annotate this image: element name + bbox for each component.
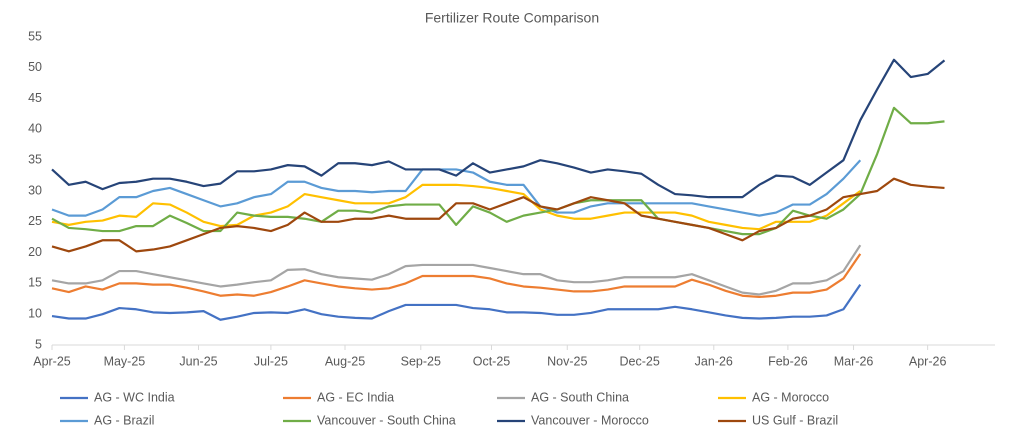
y-tick-label: 10: [28, 306, 42, 320]
y-tick-label: 20: [28, 245, 42, 259]
y-tick-label: 25: [28, 214, 42, 228]
series-line: [51, 106, 945, 236]
series-line: [51, 58, 946, 199]
series-line: [51, 159, 862, 217]
y-tick-label: 15: [28, 276, 42, 290]
x-tick-label: Jan-26: [695, 354, 733, 368]
series-line: [51, 284, 862, 321]
y-tick-label: 35: [28, 152, 42, 166]
x-tick-label: May-25: [104, 354, 146, 368]
x-tick-label: Jul-25: [254, 354, 288, 368]
y-tick-label: 30: [28, 183, 42, 197]
series-line: [51, 183, 861, 231]
y-tick-label: 45: [28, 91, 42, 105]
y-tick-label: 5: [35, 337, 42, 351]
legend-label: AG - EC India: [317, 390, 394, 404]
x-tick-label: Dec-25: [620, 354, 660, 368]
series-line: [51, 253, 862, 299]
x-tick-label: Apr-25: [33, 354, 71, 368]
x-tick-label: Jun-25: [179, 354, 217, 368]
x-tick-label: Oct-25: [473, 354, 511, 368]
y-tick-label: 55: [28, 29, 42, 43]
series-line: [51, 244, 862, 296]
x-tick-label: Feb-26: [768, 354, 808, 368]
x-tick-label: Nov-25: [547, 354, 587, 368]
x-tick-label: Mar-26: [834, 354, 874, 368]
y-tick-label: 40: [28, 122, 42, 136]
legend-label: US Gulf - Brazil: [752, 413, 838, 427]
legend-label: AG - Brazil: [94, 413, 154, 427]
legend-label: AG - South China: [531, 390, 629, 404]
legend-label: Vancouver - Morocco: [531, 413, 649, 427]
y-tick-label: 50: [28, 60, 42, 74]
legend-label: Vancouver - South China: [317, 413, 456, 427]
x-tick-label: Sep-25: [401, 354, 441, 368]
chart-title: Fertilizer Route Comparison: [425, 10, 599, 26]
x-tick-label: Apr-26: [909, 354, 947, 368]
series-line: [51, 177, 945, 253]
legend-label: AG - Morocco: [752, 390, 829, 404]
legend-label: AG - WC India: [94, 390, 175, 404]
x-tick-label: Aug-25: [325, 354, 365, 368]
